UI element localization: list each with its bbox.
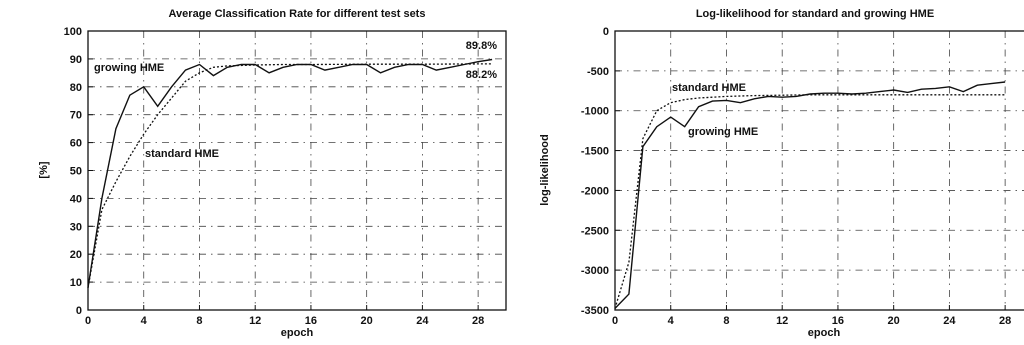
x-tick-label: 20 xyxy=(361,315,373,327)
growing-hme-line xyxy=(87,58,493,288)
chart-title: Log-likelihood for standard and growing … xyxy=(696,8,934,20)
x-tick-label: 20 xyxy=(888,315,900,327)
standard-hme-line xyxy=(87,63,493,288)
y-tick-label: 70 xyxy=(70,110,82,122)
y-tick-label: -2500 xyxy=(581,225,609,237)
y-tick-label: 60 xyxy=(70,138,82,150)
y-tick-label: 0 xyxy=(76,305,82,317)
y-axis-label: log-likelihood xyxy=(539,134,551,206)
y-axis-label: [%] xyxy=(38,161,50,178)
standard-hme-line xyxy=(614,94,1006,309)
y-tick-label: -1000 xyxy=(581,106,609,118)
y-tick-label: 0 xyxy=(603,26,609,38)
y-tick-label: -3000 xyxy=(581,265,609,277)
y-tick-label: 10 xyxy=(70,277,82,289)
y-tick-label: 80 xyxy=(70,82,82,94)
classification-rate-chart: Average Classification Rate for differen… xyxy=(38,8,507,339)
x-tick-label: 4 xyxy=(668,315,675,327)
plot-frame xyxy=(614,30,1024,311)
x-tick-label: 28 xyxy=(999,315,1011,327)
x-tick-label: 0 xyxy=(85,315,91,327)
y-tick-label: 50 xyxy=(70,166,82,178)
x-tick-label: 24 xyxy=(416,315,429,327)
chart-annotation: growing HME xyxy=(688,126,758,138)
x-tick-label: 12 xyxy=(249,315,261,327)
chart-annotation: 89.8% xyxy=(466,40,497,52)
x-tick-label: 4 xyxy=(141,315,148,327)
y-tick-label: 40 xyxy=(70,193,82,205)
x-axis-label: epoch xyxy=(281,327,314,339)
y-tick-label: 100 xyxy=(64,26,82,38)
chart-annotation: growing HME xyxy=(94,62,164,74)
chart-annotation: standard HME xyxy=(145,148,219,160)
chart-title: Average Classification Rate for differen… xyxy=(169,8,426,20)
chart-annotation: standard HME xyxy=(672,82,746,94)
x-tick-label: 8 xyxy=(196,315,202,327)
y-tick-label: -500 xyxy=(587,66,609,78)
chart-annotation: 88.2% xyxy=(466,69,497,81)
y-tick-label: 90 xyxy=(70,54,82,66)
y-tick-label: -2000 xyxy=(581,185,609,197)
y-tick-label: 20 xyxy=(70,249,82,261)
y-tick-label: -1500 xyxy=(581,146,609,158)
x-tick-label: 0 xyxy=(612,315,618,327)
x-tick-label: 28 xyxy=(472,315,484,327)
log-likelihood-chart: Log-likelihood for standard and growing … xyxy=(539,8,1024,339)
x-tick-label: 24 xyxy=(943,315,956,327)
x-tick-label: 12 xyxy=(776,315,788,327)
x-tick-label: 16 xyxy=(832,315,844,327)
growing-hme-line xyxy=(614,81,1006,309)
x-axis-label: epoch xyxy=(808,327,841,339)
y-tick-label: -3500 xyxy=(581,305,609,317)
x-tick-label: 8 xyxy=(723,315,729,327)
x-tick-label: 16 xyxy=(305,315,317,327)
y-tick-label: 30 xyxy=(70,221,82,233)
